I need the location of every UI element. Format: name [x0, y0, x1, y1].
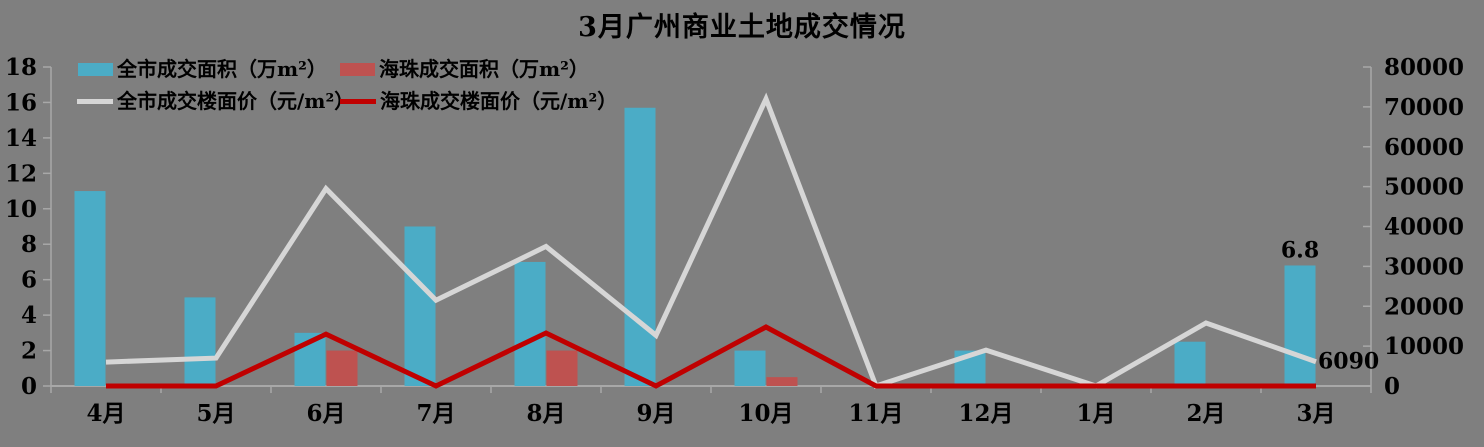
legend-label-citywide-area: 全市成交面积（万m²）: [117, 57, 327, 81]
right-axis-tick-label: 70000: [1384, 94, 1464, 121]
bar-haizhu-area-6月: [326, 350, 358, 386]
bar-citywide-area-2月: [1174, 341, 1206, 386]
right-axis-tick-label: 50000: [1384, 174, 1464, 201]
x-axis-category-label: 11月: [848, 400, 903, 427]
bar-citywide-area-7月: [404, 226, 436, 386]
data-label-citywide-area: 6.8: [1281, 237, 1319, 263]
legend-label-haizhu-price: 海珠成交楼面价（元/m²）: [380, 89, 618, 113]
right-axis-tick-label: 20000: [1384, 293, 1464, 320]
x-axis-category-label: 5月: [196, 400, 235, 427]
left-axis-tick-label: 16: [5, 89, 37, 116]
legend-swatch-haizhu-price-icon: [340, 98, 376, 104]
data-label-citywide-price: 6090: [1318, 349, 1379, 375]
x-axis-category-label: 7月: [416, 400, 455, 427]
legend-swatch-citywide-price-icon: [77, 98, 113, 104]
bar-haizhu-area-8月: [546, 350, 578, 386]
line-haizhu-price: [106, 324, 1316, 389]
left-axis-tick-label: 0: [21, 373, 37, 400]
x-axis-category-label: 12月: [958, 400, 1013, 427]
bar-citywide-area-3月: [1284, 265, 1316, 386]
right-axis-tick-label: 0: [1384, 373, 1400, 400]
right-axis-tick-label: 80000: [1384, 54, 1464, 81]
legend-swatch-haizhu-area-icon: [340, 62, 375, 76]
bar-citywide-area-4月: [74, 191, 106, 386]
legend-item-haizhu-price: 海珠成交楼面价（元/m²）: [340, 90, 617, 112]
bar-citywide-area-10月: [734, 350, 766, 386]
x-axis-category-label: 9月: [636, 400, 675, 427]
x-axis-category-label: 1月: [1076, 400, 1115, 427]
left-axis-tick-label: 12: [5, 160, 37, 187]
x-axis-category-label: 4月: [86, 400, 125, 427]
legend-label-citywide-price: 全市成交楼面价（元/m²）: [117, 89, 355, 113]
legend-item-citywide-area: 全市成交面积（万m²）: [78, 58, 327, 80]
right-axis-tick-label: 60000: [1384, 134, 1464, 161]
x-axis-category-label: 2月: [1186, 400, 1225, 427]
legend-swatch-citywide-area-icon: [78, 62, 113, 76]
legend-item-citywide-price: 全市成交楼面价（元/m²）: [77, 90, 354, 112]
legend-label-haizhu-area: 海珠成交面积（万m²）: [379, 57, 589, 81]
x-axis-category-label: 6月: [306, 400, 345, 427]
left-axis-tick-label: 4: [21, 302, 37, 329]
right-axis-tick-label: 30000: [1384, 253, 1464, 280]
right-axis-tick-label: 10000: [1384, 333, 1464, 360]
bar-citywide-area-8月: [514, 261, 546, 386]
right-axis-tick-label: 40000: [1384, 214, 1464, 241]
bar-citywide-area-9月: [624, 107, 656, 386]
x-axis-category-label: 3月: [1296, 400, 1335, 427]
left-axis-tick-label: 10: [5, 196, 37, 223]
left-axis-tick-label: 14: [5, 125, 37, 152]
legend-item-haizhu-area: 海珠成交面积（万m²）: [340, 58, 589, 80]
left-axis-tick-label: 18: [5, 54, 37, 81]
chart-title: 3月广州商业土地成交情况: [578, 12, 906, 43]
left-axis-tick-label: 6: [21, 267, 37, 294]
x-axis-category-label: 8月: [526, 400, 565, 427]
left-axis-tick-label: 2: [21, 338, 37, 365]
left-axis-tick-label: 8: [21, 231, 37, 258]
bar-haizhu-area-10月: [766, 377, 798, 386]
line-citywide-price: [105, 92, 1317, 390]
x-axis-category-label: 10月: [738, 400, 793, 427]
bar-citywide-area-5月: [184, 297, 216, 386]
